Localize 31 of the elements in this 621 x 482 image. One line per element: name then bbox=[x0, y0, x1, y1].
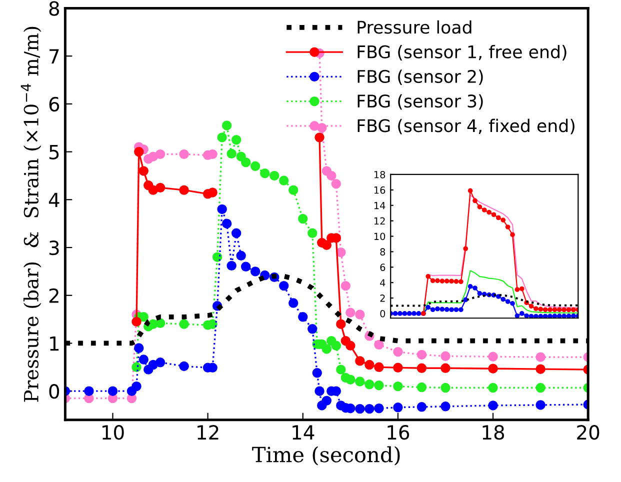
legend-label: FBG (sensor 1, free end) bbox=[358, 44, 566, 60]
y-axis-title: Pressure (bar) & Strain (×10$^{−4}$ m/m) bbox=[20, 26, 42, 402]
legend-label: FBG (sensor 3) bbox=[358, 94, 483, 110]
legend-label: FBG (sensor 4, fixed end) bbox=[358, 118, 574, 134]
legend-label: Pressure load bbox=[358, 20, 472, 34]
y-tick-label: 0 bbox=[49, 384, 60, 399]
y-tick-label: 5 bbox=[49, 144, 59, 160]
y-tick-label: 3 bbox=[49, 240, 59, 256]
x-tick-label: 18 bbox=[482, 425, 504, 440]
x-axis-title: Time (second) bbox=[252, 446, 400, 466]
y-tick-label: 2 bbox=[380, 294, 385, 302]
y-tick-label: 18 bbox=[374, 170, 386, 178]
y-tick-label: 6 bbox=[380, 264, 386, 271]
y-tick-label: 1 bbox=[50, 336, 59, 351]
y-tick-label: 6 bbox=[49, 96, 60, 112]
y-tick-label: 14 bbox=[374, 202, 386, 210]
y-tick-label: 16 bbox=[374, 186, 386, 194]
x-tick-label: 20 bbox=[577, 425, 600, 440]
y-tick-label: 10 bbox=[374, 232, 386, 240]
y-tick-label: 8 bbox=[49, 1, 60, 16]
y-tick-label: 8 bbox=[380, 248, 386, 256]
y-tick-label: 12 bbox=[374, 217, 385, 225]
x-tick-label: 12 bbox=[198, 425, 218, 440]
x-tick-label: 14 bbox=[292, 425, 314, 440]
y-tick-label: 7 bbox=[50, 49, 59, 64]
x-tick-label: 10 bbox=[102, 425, 124, 440]
y-tick-label: 0 bbox=[380, 310, 386, 318]
legend-label: FBG (sensor 2) bbox=[358, 70, 483, 86]
y-tick-label: 4 bbox=[380, 279, 386, 286]
y-tick-label: 4 bbox=[48, 192, 60, 208]
y-tick-label: 2 bbox=[49, 288, 58, 303]
